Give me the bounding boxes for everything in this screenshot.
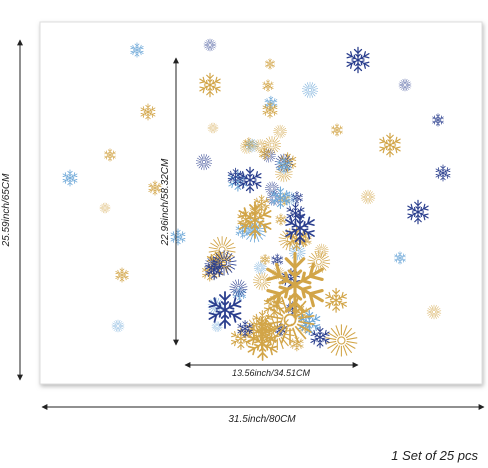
width-label: 31.5inch/80CM: [228, 414, 296, 425]
tree-height-label: 22.96inch/58.32CM: [160, 158, 171, 246]
tree-width-label: 13.56inch/34.51CM: [232, 368, 311, 378]
caption: 1 Set of 25 pcs: [391, 448, 478, 463]
height-label: 25.59inch/65CM: [1, 173, 12, 247]
